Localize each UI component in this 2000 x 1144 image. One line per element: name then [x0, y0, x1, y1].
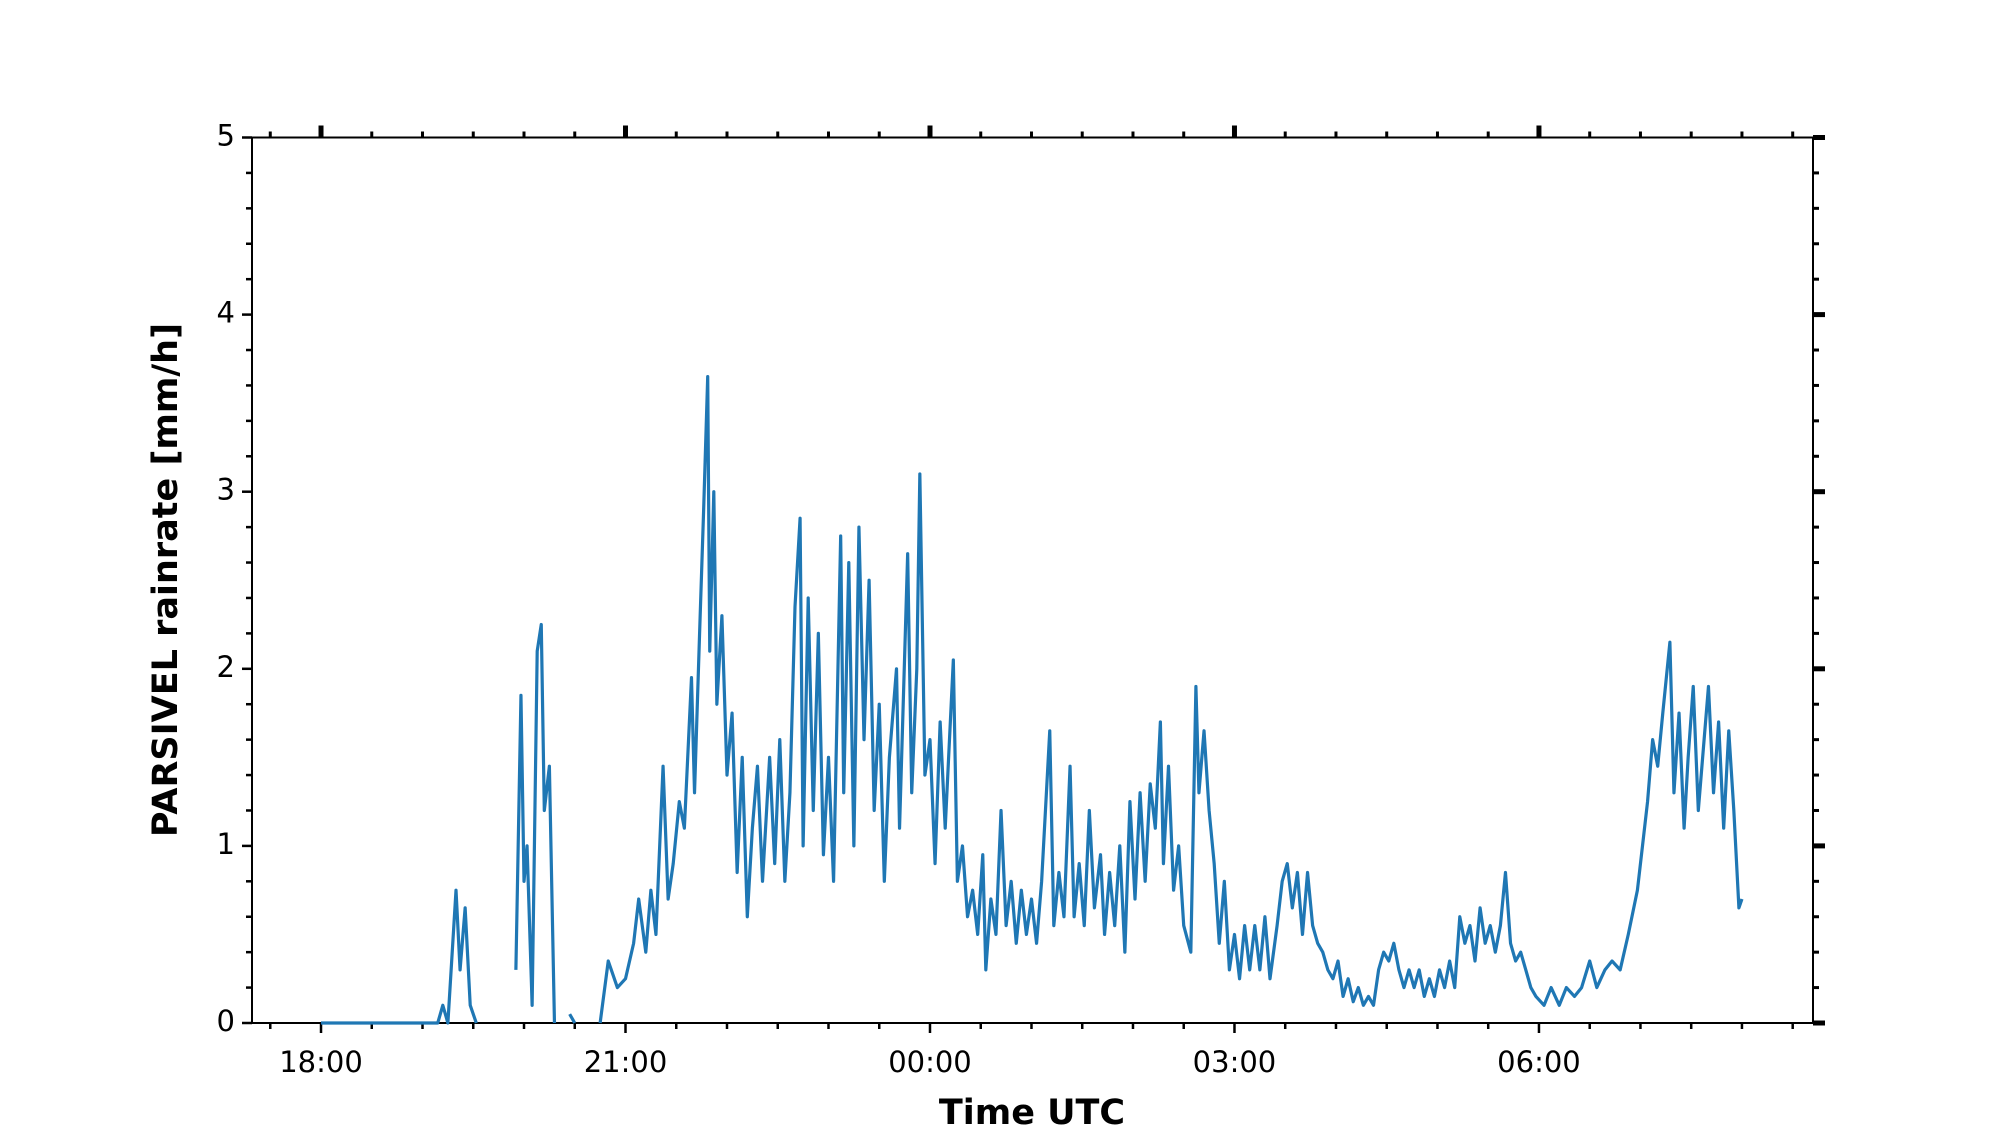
- data-line: [321, 374, 1744, 1025]
- x-tick-label: 21:00: [584, 1045, 668, 1079]
- y-tick-label: 0: [217, 1004, 235, 1038]
- y-axis-label: PARSIVEL rainrate [mm/h]: [146, 323, 186, 837]
- y-tick-label: 2: [217, 650, 235, 684]
- y-tick-label: 1: [217, 827, 235, 861]
- x-tick-label: 06:00: [1497, 1045, 1581, 1079]
- x-axis-label: Time UTC: [939, 1093, 1125, 1133]
- plot-frame: [251, 136, 1814, 1024]
- x-tick-label: 03:00: [1193, 1045, 1277, 1079]
- y-tick-label: 5: [217, 119, 235, 153]
- y-tick-label: 4: [217, 296, 235, 330]
- y-tick-label: 3: [217, 473, 235, 507]
- x-tick-label: 18:00: [279, 1045, 363, 1079]
- x-tick-label: 00:00: [888, 1045, 972, 1079]
